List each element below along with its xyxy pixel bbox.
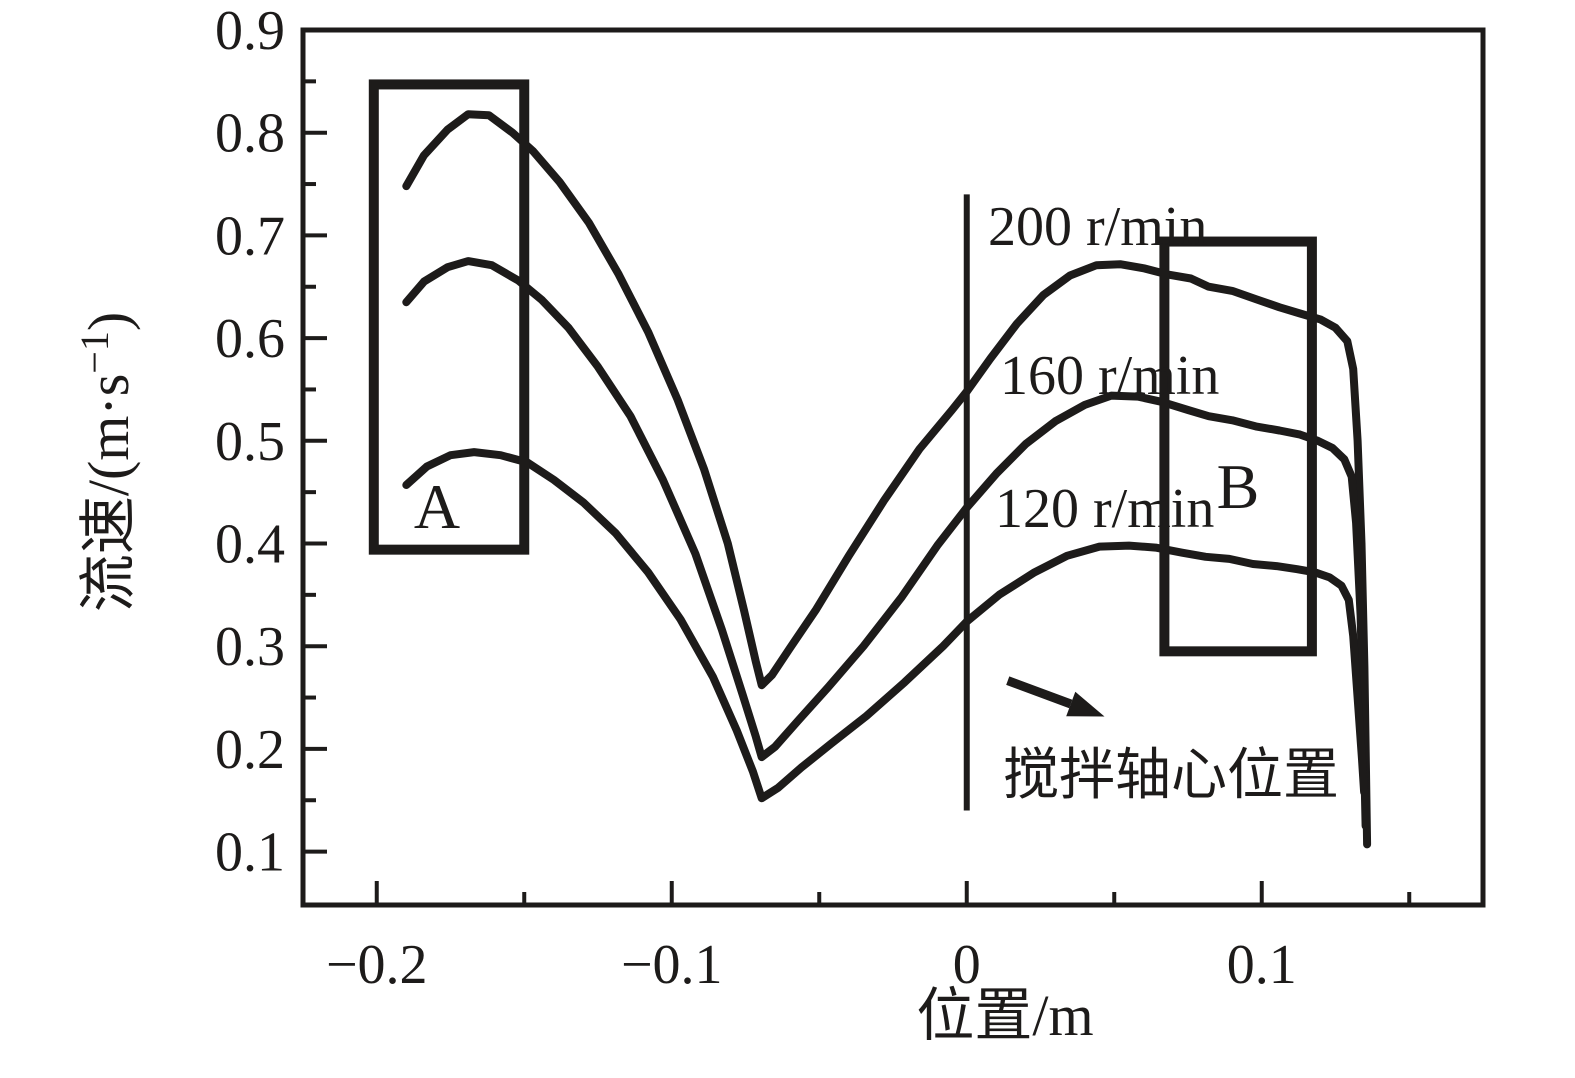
shaft-center-label: 搅拌轴心位置 xyxy=(1003,745,1339,807)
y-axis-title: 流速/(m·s−1) xyxy=(72,312,141,612)
x-tick-label: 0.1 xyxy=(1227,934,1297,996)
series-label-160-rmin: 160 r/min xyxy=(1000,345,1219,407)
region-a-label: A xyxy=(414,471,460,542)
x-tick-label: 0 xyxy=(953,934,981,996)
y-tick-label: 0.2 xyxy=(215,719,285,781)
y-tick-label: 0.5 xyxy=(215,411,285,473)
x-tick-label: −0.1 xyxy=(621,934,723,996)
y-tick-label: 0.8 xyxy=(215,103,285,165)
region-box-b xyxy=(1159,236,1317,657)
x-tick-label: −0.2 xyxy=(326,934,428,996)
y-tick-label: 0.7 xyxy=(215,205,285,267)
arrow-head xyxy=(1066,691,1105,717)
x-axis-title: 位置/m xyxy=(916,983,1093,1048)
curve-120-r-min xyxy=(402,448,1369,803)
axis-tick-labels: −0.2 −0.1 0 0.1 0.1 0.2 0.3 0.4 0.5 0.6 0.7 0.8 0.9 xyxy=(215,0,1297,996)
y-tick-label: 0.9 xyxy=(215,0,285,62)
region-box-a xyxy=(368,79,530,555)
y-tick-label: 0.6 xyxy=(215,308,285,370)
curve-160-r-min xyxy=(402,257,1370,830)
arrow-shaft xyxy=(1006,676,1073,709)
series-label-120-rmin: 120 r/min xyxy=(995,478,1214,540)
y-tick-label: 0.4 xyxy=(215,513,285,575)
region-boxes xyxy=(368,79,1317,657)
region-b-label: B xyxy=(1217,451,1260,522)
plot-frame xyxy=(300,27,1486,908)
curve-200-r-min xyxy=(402,110,1372,849)
shaft-arrow xyxy=(1006,676,1105,717)
series-label-200-rmin: 200 r/min xyxy=(988,196,1207,258)
y-tick-label: 0.3 xyxy=(215,616,285,678)
y-tick-label: 0.1 xyxy=(215,822,285,884)
axis-ticks xyxy=(305,28,1412,903)
